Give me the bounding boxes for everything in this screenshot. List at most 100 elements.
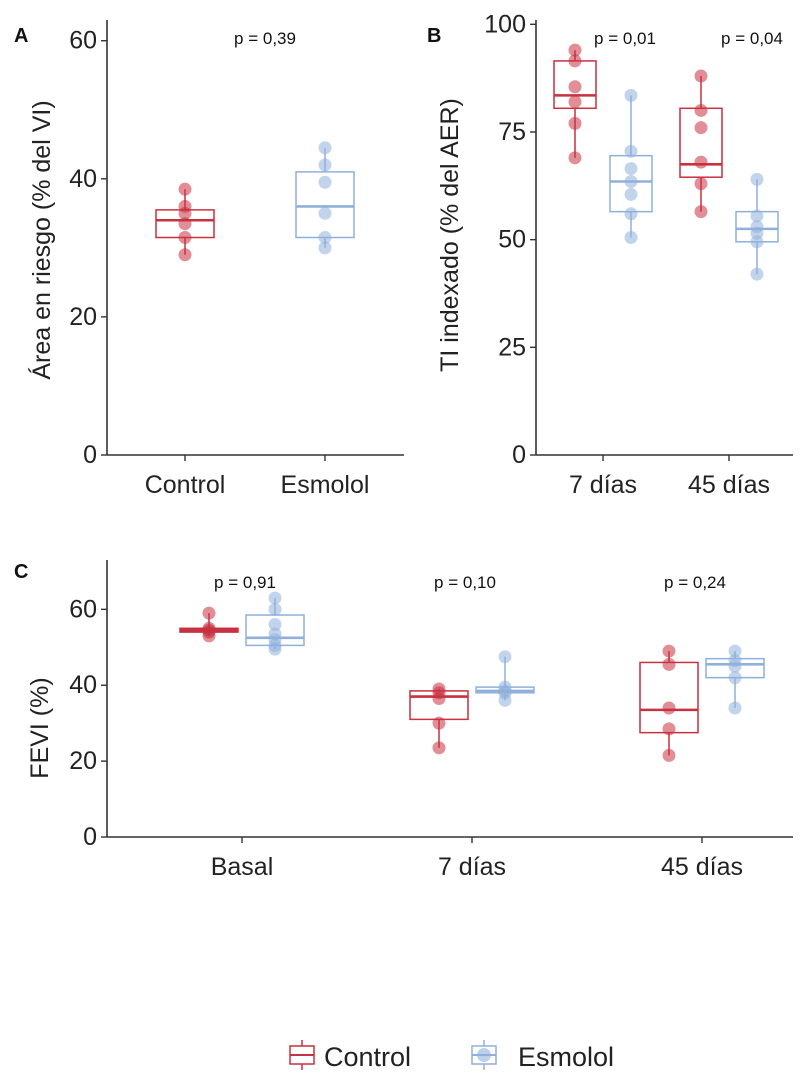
panel-c-x-tick-label: 7 días bbox=[438, 853, 506, 881]
panel-b-y-tick-label: 25 bbox=[498, 333, 526, 361]
panel-c-box-control bbox=[409, 682, 469, 755]
panel-b-x-tick-label: 7 días bbox=[569, 471, 637, 499]
panel-b-y-tick-label: 50 bbox=[498, 226, 526, 254]
data-point bbox=[568, 54, 582, 68]
data-point bbox=[202, 621, 216, 635]
panel-a-x-tick-label: Control bbox=[145, 471, 226, 499]
data-point bbox=[498, 680, 512, 694]
legend-label-control: Control bbox=[324, 1042, 411, 1072]
panel-c-p-value-annotation: p = 0,10 bbox=[434, 573, 496, 592]
panel-b-x-tick-label: 45 días bbox=[688, 471, 770, 499]
data-point bbox=[662, 722, 676, 736]
data-point bbox=[318, 175, 332, 189]
panel-a-x-tick-label: Esmolol bbox=[281, 471, 370, 499]
data-point bbox=[202, 606, 216, 620]
panel-c-letter: C bbox=[14, 561, 28, 583]
data-point bbox=[268, 602, 282, 616]
data-point bbox=[662, 644, 676, 658]
legend-key-esmolol-icon bbox=[471, 1040, 497, 1070]
panel-c-box-esmolol bbox=[245, 591, 305, 656]
data-point bbox=[268, 618, 282, 632]
data-point bbox=[568, 151, 582, 165]
panel-a-p-value-annotation: p = 0,39 bbox=[234, 29, 296, 48]
data-point bbox=[694, 177, 708, 191]
data-point bbox=[694, 155, 708, 169]
panel-c-box-esmolol bbox=[705, 644, 765, 715]
panel-c-box-control bbox=[639, 644, 699, 762]
data-point bbox=[568, 116, 582, 130]
data-point bbox=[498, 650, 512, 664]
data-point bbox=[750, 172, 764, 186]
data-point bbox=[268, 627, 282, 641]
panel-c-box-control bbox=[179, 606, 239, 643]
data-point bbox=[694, 205, 708, 219]
data-point bbox=[178, 182, 192, 196]
panel-a-box-control bbox=[155, 182, 215, 262]
panel-a-y-label: Área en riesgo (% del VI) bbox=[27, 100, 56, 379]
data-point bbox=[568, 80, 582, 94]
data-point bbox=[624, 187, 638, 201]
panel-b-box-esmolol bbox=[609, 88, 653, 244]
data-point bbox=[432, 741, 446, 755]
data-point bbox=[178, 231, 192, 244]
data-point bbox=[662, 748, 676, 762]
panel-b-box-control bbox=[553, 43, 597, 165]
panel-b-box-control bbox=[679, 69, 723, 219]
panel-b-p-value-annotation: p = 0,01 bbox=[594, 29, 656, 48]
data-point bbox=[624, 162, 638, 176]
data-point bbox=[624, 144, 638, 158]
panel-c-y-tick-label: 40 bbox=[69, 671, 97, 699]
panel-b-y-tick-label: 75 bbox=[498, 118, 526, 146]
legend: Control Esmolol bbox=[289, 1040, 614, 1072]
panel-a-box-esmolol bbox=[295, 141, 355, 255]
panel-c-x-tick-label: Basal bbox=[211, 853, 274, 881]
panel-a-letter: A bbox=[14, 25, 28, 47]
panel-c-y-tick-label: 0 bbox=[83, 823, 97, 851]
data-point bbox=[318, 206, 332, 220]
panel-b-y-label: TI indexado (% del AER) bbox=[436, 98, 464, 372]
data-point bbox=[268, 591, 282, 605]
panel-a-y-tick-label: 60 bbox=[69, 27, 97, 55]
legend-label-esmolol: Esmolol bbox=[518, 1042, 614, 1072]
data-point bbox=[178, 248, 192, 262]
legend-key-control-icon bbox=[289, 1040, 315, 1070]
data-point bbox=[318, 241, 332, 255]
panel-b-y-tick-label: 100 bbox=[484, 10, 526, 38]
data-point bbox=[728, 671, 742, 685]
data-point bbox=[568, 43, 582, 57]
panel-c-y-tick-label: 60 bbox=[69, 595, 97, 623]
data-point bbox=[728, 644, 742, 658]
data-point bbox=[568, 95, 582, 109]
data-point bbox=[318, 158, 332, 172]
panel-a-y-tick-label: 0 bbox=[83, 441, 97, 469]
data-point bbox=[178, 217, 192, 231]
data-point bbox=[432, 682, 446, 696]
panel-a-y-tick-label: 40 bbox=[69, 165, 97, 193]
data-point bbox=[624, 231, 638, 244]
data-point bbox=[624, 175, 638, 189]
data-point bbox=[662, 657, 676, 671]
chart-layer: 0 20 40 60 Control Esmolol p = 0,39 0 25 50 75 100 7… bbox=[69, 10, 793, 881]
panel-c-p-value-annotation: p = 0,24 bbox=[664, 573, 726, 592]
panel-a-y-tick-label: 20 bbox=[69, 303, 97, 331]
panel-c-p-value-annotation: p = 0,91 bbox=[214, 573, 276, 592]
data-point bbox=[662, 701, 676, 715]
data-point bbox=[178, 199, 192, 213]
data-point bbox=[624, 88, 638, 102]
panel-c-y-label: FEVI (%) bbox=[26, 677, 54, 778]
data-point bbox=[694, 69, 708, 83]
data-point bbox=[728, 701, 742, 715]
panel-c-y-tick-label: 20 bbox=[69, 747, 97, 775]
box-iqr bbox=[639, 661, 699, 734]
panel-b-y-tick-label: 0 bbox=[512, 441, 526, 469]
panel-b-letter: B bbox=[427, 25, 441, 47]
data-point bbox=[694, 121, 708, 135]
panel-a-plot: 0 20 40 60 Control Esmolol p = 0,39 bbox=[69, 20, 404, 499]
data-point bbox=[750, 209, 764, 223]
panel-b-p-value-annotation: p = 0,04 bbox=[721, 29, 783, 48]
data-point bbox=[318, 231, 332, 244]
data-point bbox=[694, 103, 708, 117]
panel-b-plot: 0 25 50 75 100 7 días 45 días p = 0,01 p = 0,04 bbox=[484, 10, 793, 499]
data-point bbox=[432, 716, 446, 730]
